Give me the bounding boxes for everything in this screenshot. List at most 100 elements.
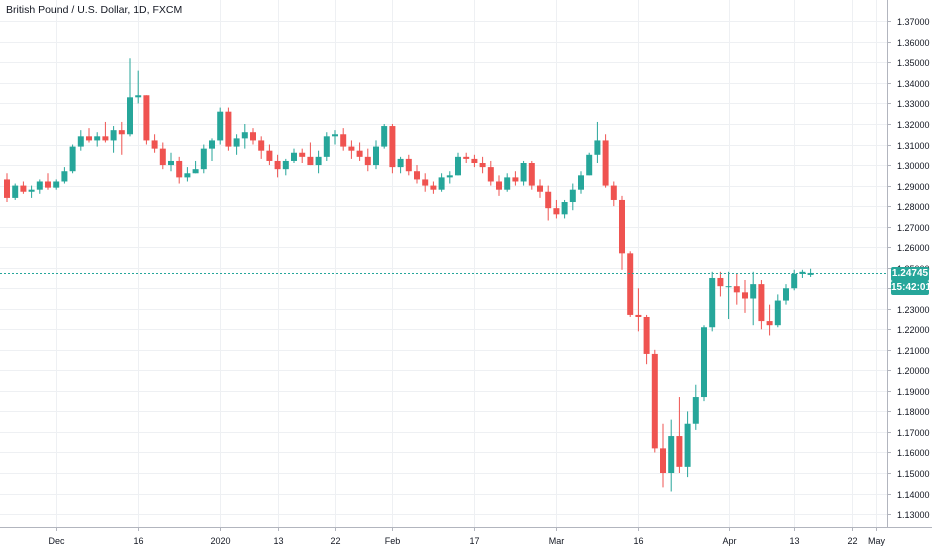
bar-countdown-label: 15:42:01 (891, 280, 932, 295)
candle-body (742, 292, 748, 299)
price-tick-label: 1.23000 (897, 305, 930, 315)
candle-up (200, 144, 207, 174)
time-tick-label: 13 (789, 536, 799, 546)
candle-body (241, 132, 248, 139)
candle-up (799, 269, 806, 278)
candle-up (520, 160, 527, 186)
candle-up (323, 132, 330, 161)
candle-body (397, 158, 404, 168)
price-axis[interactable]: 1.37000 1.36000 1.35000 1.34000 1.33000 1.320… (887, 17, 930, 520)
candle-body (602, 140, 609, 186)
candle-body (709, 277, 716, 328)
candle-body (323, 136, 330, 157)
candle-body (725, 286, 732, 288)
candle-down (143, 95, 150, 145)
time-tick-label: May (868, 536, 886, 546)
candle-body (783, 288, 789, 301)
candle-body (151, 140, 158, 149)
candle-down (225, 107, 232, 151)
candle-down (102, 121, 109, 143)
candle-up (586, 152, 593, 176)
time-tick-label: Mar (549, 536, 565, 546)
time-axis[interactable]: Dec 16 2020 13 22 Feb 17 Mar 16 Apr 13 22 May (48, 527, 885, 546)
candle-up (209, 138, 215, 161)
candle-body (200, 148, 207, 170)
candle-down (643, 314, 650, 365)
candle-body (578, 175, 584, 190)
candle-body (463, 156, 470, 159)
price-tick-label: 1.21000 (897, 346, 930, 356)
candle-body (86, 136, 92, 141)
candle-body (299, 152, 306, 157)
candle-down (151, 134, 158, 153)
candle-down (422, 173, 429, 192)
candle-body (168, 160, 174, 166)
candle-down (45, 173, 51, 190)
grid (0, 0, 887, 527)
price-tick-label: 1.29000 (897, 182, 930, 192)
candle-up (397, 156, 404, 174)
candle-body (12, 185, 19, 198)
candle-body (446, 175, 453, 178)
time-tick-label: Dec (48, 536, 65, 546)
candle-body (36, 181, 43, 190)
candle-body (291, 152, 297, 161)
candle-up (192, 160, 199, 174)
candle-up (373, 140, 379, 170)
candle-body (389, 126, 396, 168)
candle-body (569, 189, 576, 203)
candle-up (783, 284, 789, 305)
price-tick-label: 1.31000 (897, 141, 930, 151)
candles (4, 58, 814, 492)
candle-down (4, 173, 10, 203)
candle-down (389, 124, 396, 174)
candle-body (159, 148, 166, 166)
candle-body (701, 327, 707, 398)
candle-body (537, 185, 543, 192)
candle-up (774, 294, 781, 328)
candle-body (545, 191, 552, 209)
candle-up (241, 124, 248, 149)
candle-down (479, 156, 486, 174)
candle-down (635, 288, 642, 332)
candle-body (209, 140, 215, 149)
candle-down (676, 397, 683, 474)
candle-body (348, 146, 355, 151)
candle-down (299, 148, 306, 164)
time-tick-label: 16 (633, 536, 643, 546)
candle-body (233, 138, 240, 147)
time-tick-label: 22 (330, 536, 340, 546)
candle-up (291, 148, 297, 164)
price-tick-label: 1.35000 (897, 58, 930, 68)
candle-up (12, 183, 19, 200)
candle-down (274, 154, 281, 178)
candle-body (660, 448, 666, 474)
candle-body (274, 160, 281, 170)
price-tick-label: 1.32000 (897, 120, 930, 130)
price-tick-label: 1.15000 (897, 469, 930, 479)
candle-up (36, 179, 43, 194)
candle-up (94, 132, 101, 147)
candle-body (118, 130, 125, 135)
candle-body (487, 167, 494, 182)
candle-up (701, 325, 707, 402)
candle-up (725, 271, 732, 320)
candle-down (610, 181, 617, 207)
candle-up (791, 269, 798, 291)
candle-body (684, 423, 691, 467)
candle-down (602, 134, 609, 188)
candle-up (135, 70, 142, 104)
last-price-label: 1.24745 (891, 266, 929, 281)
candle-down (651, 349, 658, 453)
candle-down (86, 128, 92, 143)
candle-up (561, 199, 568, 219)
candle-down (528, 160, 535, 190)
candle-down (364, 148, 371, 172)
price-tick-label: 1.14000 (897, 490, 930, 500)
candle-body (635, 314, 642, 317)
candle-down (266, 144, 273, 166)
candle-up (168, 152, 174, 172)
price-tick-label: 1.18000 (897, 407, 930, 417)
candle-body (471, 158, 478, 164)
